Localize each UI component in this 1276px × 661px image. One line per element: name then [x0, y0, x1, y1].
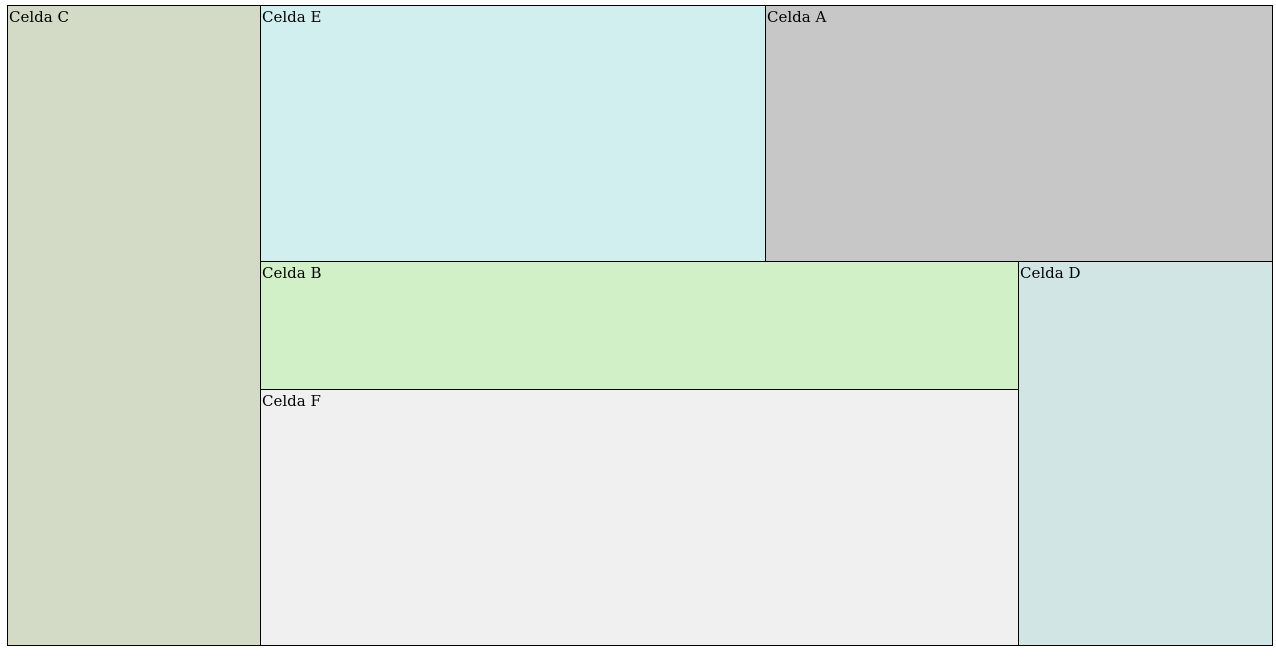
cell-a-label: Celda A: [767, 8, 827, 26]
cell-a: Celda A: [765, 5, 1273, 262]
cell-e-label: Celda E: [262, 8, 322, 26]
cell-f-label: Celda F: [262, 392, 321, 410]
cell-f: Celda F: [260, 389, 1019, 646]
cell-e: Celda E: [260, 5, 766, 262]
cell-b: Celda B: [260, 261, 1019, 390]
cell-d-label: Celda D: [1020, 264, 1081, 282]
cell-b-label: Celda B: [262, 264, 322, 282]
cell-d: Celda D: [1018, 261, 1273, 646]
cell-c: Celda C: [7, 5, 261, 646]
cell-c-label: Celda C: [9, 8, 69, 26]
cell-grid: Celda C Celda E Celda A Celda B Celda F …: [7, 5, 1273, 646]
